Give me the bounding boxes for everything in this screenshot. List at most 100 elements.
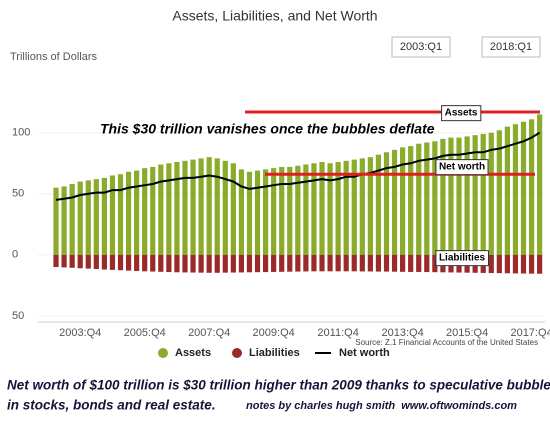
annotation-text: Liabilities — [439, 253, 486, 264]
bar — [254, 170, 261, 255]
bar — [319, 162, 325, 255]
bar — [464, 136, 470, 255]
bar — [343, 254, 349, 272]
bar — [262, 169, 269, 255]
bar — [109, 175, 116, 255]
bar — [383, 254, 390, 272]
bar — [125, 171, 132, 255]
bar — [488, 254, 494, 274]
bar — [343, 160, 349, 255]
bar — [85, 180, 91, 255]
bar — [246, 171, 253, 255]
bar — [222, 160, 228, 255]
bar — [528, 254, 535, 274]
bar — [432, 141, 438, 255]
bar — [512, 124, 519, 255]
bar — [279, 254, 285, 272]
bar — [327, 254, 333, 272]
bar — [391, 254, 398, 272]
range-start-box[interactable] — [391, 36, 451, 58]
bar — [295, 165, 301, 255]
legend-label: Net worth — [339, 347, 390, 359]
bar — [383, 152, 390, 255]
bar — [367, 157, 373, 255]
bar — [496, 254, 502, 274]
bar — [528, 119, 535, 255]
x-tick-label: 2017:Q4 — [510, 327, 550, 339]
bar — [504, 254, 510, 274]
bar — [400, 147, 406, 255]
range-end-box[interactable] — [481, 36, 541, 58]
annotation-text: Net worth — [439, 162, 485, 173]
bar — [537, 114, 543, 255]
legend-symbol — [158, 348, 168, 358]
range-start[interactable]: 2003:Q1 — [400, 41, 442, 53]
bar — [408, 146, 414, 255]
bar — [238, 169, 245, 255]
bar — [77, 254, 83, 269]
bar — [53, 187, 59, 255]
bar — [61, 254, 67, 268]
bar — [117, 254, 124, 271]
bar — [287, 166, 293, 255]
x-tick-label: 2005:Q4 — [124, 327, 166, 339]
bar — [496, 130, 502, 255]
bar — [206, 254, 212, 273]
bar — [416, 143, 422, 255]
bar — [77, 181, 83, 255]
bar — [158, 254, 164, 272]
line — [55, 131, 541, 201]
bar — [134, 170, 140, 255]
bar — [295, 254, 301, 272]
bar — [537, 254, 543, 274]
bar — [512, 254, 519, 274]
y-tick-label: 50 — [12, 188, 24, 200]
bar — [222, 254, 228, 273]
legend-label: Assets — [175, 347, 211, 359]
bar — [311, 254, 317, 272]
bar — [93, 179, 99, 255]
bar — [69, 184, 75, 255]
bar — [424, 254, 430, 273]
bar — [214, 254, 220, 273]
bar — [303, 164, 309, 255]
bar — [182, 254, 188, 273]
bar — [359, 158, 365, 255]
notes: notes by charles hugh smith www.oftwomin… — [246, 400, 517, 412]
bar — [182, 160, 188, 255]
bar — [472, 135, 478, 255]
bar — [303, 254, 309, 272]
annotation: This $30 trillion vanishes once the bubb… — [100, 121, 435, 137]
bar — [190, 254, 196, 273]
annotation-box — [441, 105, 482, 122]
bar — [279, 166, 285, 255]
annotation-text: Assets — [445, 108, 478, 119]
bar — [400, 254, 406, 272]
bar — [150, 254, 156, 272]
bar — [158, 164, 164, 255]
bar — [125, 254, 132, 271]
bar — [53, 254, 59, 268]
caption-line: in stocks, bonds and real estate. — [7, 398, 216, 413]
bar — [271, 168, 277, 255]
annotation-label: Liabilities — [435, 250, 489, 267]
bar — [166, 163, 172, 255]
bar — [408, 254, 414, 272]
x-tick-label: 2007:Q4 — [188, 327, 230, 339]
bar — [520, 121, 527, 255]
x-tick-label: 2011:Q4 — [317, 327, 358, 339]
bar — [101, 254, 107, 270]
bar — [214, 158, 220, 255]
bar — [101, 177, 107, 255]
x-tick-label: 2003:Q4 — [59, 327, 101, 339]
y-tick-label: 50 — [12, 310, 24, 322]
range-end[interactable]: 2018:Q1 — [490, 41, 532, 53]
bar — [246, 254, 253, 273]
bar — [198, 254, 204, 273]
annotation-box — [435, 159, 489, 176]
caption-line: Net worth of $100 trillion is $30 trilli… — [7, 378, 550, 393]
bar — [150, 166, 156, 255]
bar — [359, 254, 365, 272]
x-tick-label: 2013:Q4 — [382, 327, 424, 339]
